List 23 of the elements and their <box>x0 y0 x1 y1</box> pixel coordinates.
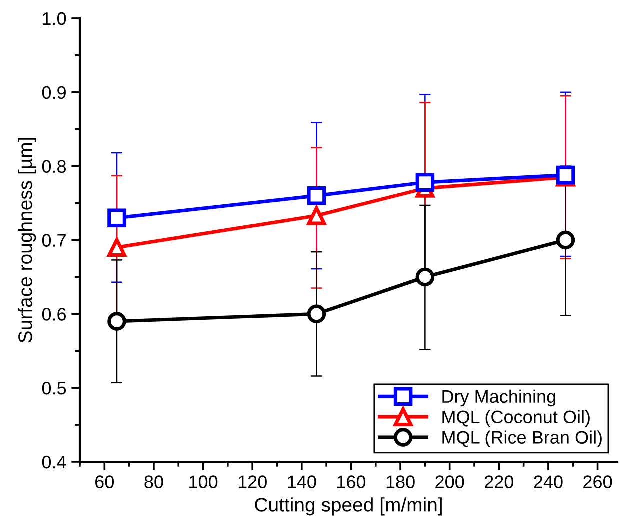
x-tick-label: 100 <box>190 476 218 488</box>
legend-label: MQL (Coconut Oil) <box>442 410 590 428</box>
legend-label: Dry Machining <box>442 390 556 407</box>
x-tick-label: 80 <box>144 476 164 488</box>
y-tick-label: 0.5 <box>42 382 66 395</box>
x-tick-label: 60 <box>96 476 114 488</box>
y-tick-label: 1.0 <box>43 12 66 26</box>
y-tick-label: 0.4 <box>42 456 66 469</box>
x-tick-label: 200 <box>436 476 464 488</box>
x-tick-label: 260 <box>584 476 612 488</box>
y-tick-label: 0.6 <box>42 308 66 321</box>
legend-label: MQL (Rice Bran Oil) <box>442 430 602 448</box>
x-tick-label: 180 <box>386 476 415 488</box>
y-tick-label: 0.9 <box>42 86 66 100</box>
y-tick-label: 0.8 <box>42 160 66 174</box>
x-axis-title: Cutting speed [m/min] <box>255 498 442 516</box>
x-tick-label: 220 <box>485 476 514 488</box>
y-tick-label: 0.7 <box>42 234 66 247</box>
x-tick-label: 140 <box>288 476 316 488</box>
y-axis-title: Surface roughness [µm] <box>18 138 36 343</box>
x-tick-label: 240 <box>534 476 563 488</box>
x-tick-label: 120 <box>238 476 267 488</box>
x-tick-label: 160 <box>338 476 366 488</box>
